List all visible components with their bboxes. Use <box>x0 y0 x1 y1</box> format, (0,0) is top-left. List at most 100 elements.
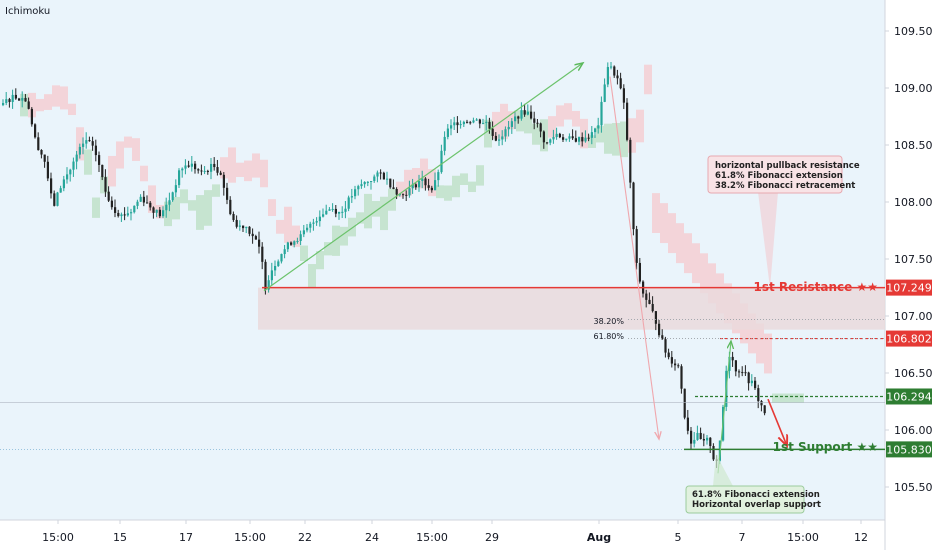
candle-body <box>8 99 11 102</box>
candle-body <box>520 110 523 119</box>
resistance-annotation: horizontal pullback resistance 61.8% Fib… <box>707 155 860 288</box>
cloud-segment <box>460 173 468 185</box>
price-axis[interactable] <box>885 0 932 550</box>
cloud-segment <box>548 116 556 138</box>
cloud-segment <box>428 169 436 197</box>
candle-body <box>328 209 331 211</box>
cloud-segment <box>420 158 428 189</box>
candle-body <box>130 212 133 214</box>
resistance-price-tag: 107.249 <box>886 282 932 295</box>
cloud-segment <box>20 93 28 117</box>
candle-body <box>408 188 411 196</box>
candle-body <box>453 122 456 126</box>
cloud-segment <box>348 217 356 237</box>
resistance-label: 1st Resistance ★★ <box>753 280 878 294</box>
candle-body <box>446 128 449 137</box>
resistance-zone <box>258 287 885 330</box>
support-callout-pointer <box>713 454 733 486</box>
candle-body <box>50 178 53 194</box>
candle-body <box>219 172 222 175</box>
candle-body <box>347 197 350 209</box>
support-annotation: 61.8% Fibonacci extension Horizontal ove… <box>685 454 821 514</box>
price-tick-label: 105.500 <box>894 481 932 494</box>
cloud-segment <box>52 85 60 107</box>
candle-body <box>133 205 136 213</box>
candle-body <box>245 226 248 229</box>
candle-body <box>587 137 590 139</box>
candle-body <box>504 129 507 137</box>
candle-body <box>309 223 312 228</box>
candle-body <box>440 150 443 173</box>
cloud-segment <box>36 98 44 112</box>
cloud-segment <box>284 206 292 243</box>
candle-body <box>142 196 145 203</box>
cloud-segment <box>316 251 324 270</box>
candle-body <box>677 365 680 367</box>
candle-body <box>302 230 305 235</box>
chart-plot-area[interactable] <box>0 0 885 520</box>
candle-body <box>526 111 529 115</box>
candle-body <box>286 242 289 250</box>
candle-body <box>62 179 65 189</box>
fib-extension-label: 61.80% <box>593 332 624 341</box>
candle-body <box>414 184 417 188</box>
pullback-price-tag-bg <box>886 330 932 347</box>
resistance-note-box <box>707 155 843 194</box>
support-label: 1st Support ★★ <box>773 440 878 454</box>
candle-body <box>341 211 344 213</box>
candle-body <box>418 180 421 188</box>
cloud-segment <box>172 196 180 220</box>
candle-body <box>638 262 641 282</box>
price-tick-label: 107.500 <box>894 253 932 266</box>
pullback-price-tag: 106.802 <box>886 333 932 346</box>
candle-body <box>437 172 440 181</box>
candle-body <box>635 229 638 263</box>
time-tick-label: 15:00 <box>234 531 266 544</box>
cloud-segment <box>468 181 476 193</box>
candle-body <box>622 88 625 103</box>
cloud-segment <box>268 199 276 216</box>
candle-body <box>357 186 360 190</box>
candle-body <box>501 136 504 140</box>
cloud-segment <box>452 175 460 198</box>
cloud-segment <box>796 393 804 403</box>
time-tick-label: 22 <box>298 531 312 544</box>
candle-body <box>242 225 245 229</box>
candle-body <box>731 356 734 361</box>
cloud-segment <box>692 243 700 284</box>
cloud-segment <box>204 190 212 226</box>
cloud-segment <box>340 226 348 246</box>
cloud-segment <box>356 212 364 224</box>
candle-body <box>238 225 241 227</box>
candle-body <box>350 196 353 198</box>
candle-body <box>37 137 40 151</box>
cloud-segment <box>188 200 196 211</box>
cloud-segment <box>596 125 604 143</box>
candle-body <box>354 189 357 197</box>
candle-body <box>738 371 741 373</box>
candle-body <box>584 137 587 142</box>
candle-body <box>152 207 155 213</box>
candle-body <box>78 146 81 155</box>
candle-body <box>373 176 376 181</box>
candle-body <box>248 226 251 234</box>
candle-body <box>261 246 264 262</box>
time-axis[interactable] <box>0 520 885 550</box>
cloud-segment <box>332 225 340 256</box>
candle-body <box>264 261 267 290</box>
candle-body <box>110 200 113 208</box>
candle-body <box>200 170 203 172</box>
cloud-segment <box>636 109 644 143</box>
resistance-zone-box <box>258 287 885 330</box>
candle-body <box>331 208 334 210</box>
cloud-segment <box>124 136 132 148</box>
candle-body <box>274 265 277 271</box>
cloud-segment <box>524 110 532 134</box>
candle-body <box>270 270 273 281</box>
cloud-segment <box>436 185 444 199</box>
candle-body <box>434 180 437 191</box>
candle-body <box>98 155 101 165</box>
candle-body <box>229 199 232 214</box>
support-note-box <box>685 485 805 514</box>
